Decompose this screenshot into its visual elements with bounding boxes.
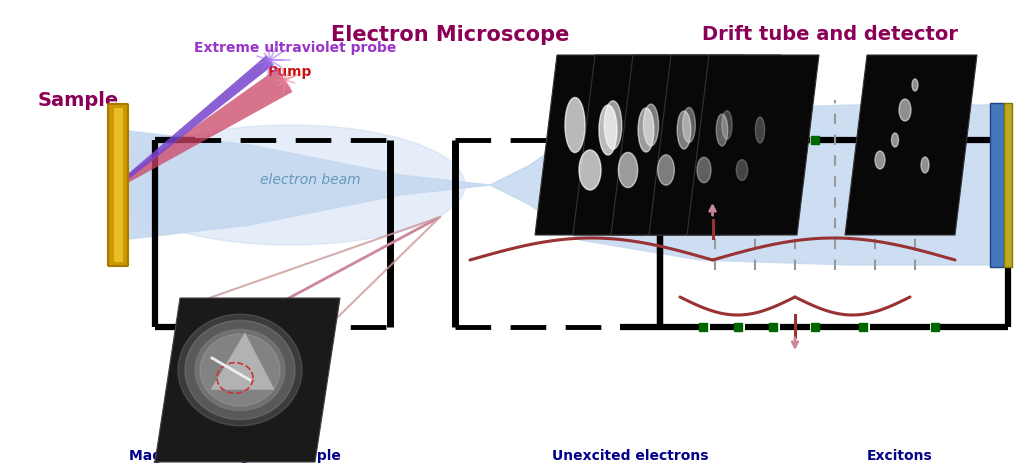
Ellipse shape xyxy=(599,105,617,155)
Ellipse shape xyxy=(200,334,280,406)
Bar xyxy=(1004,103,1012,267)
Text: Extreme ultraviolet probe: Extreme ultraviolet probe xyxy=(194,41,396,55)
Ellipse shape xyxy=(185,321,295,419)
Text: Pump: Pump xyxy=(268,65,312,79)
Ellipse shape xyxy=(657,155,675,185)
Ellipse shape xyxy=(178,314,302,426)
Polygon shape xyxy=(120,130,490,240)
Ellipse shape xyxy=(921,157,929,173)
Ellipse shape xyxy=(892,133,898,147)
Ellipse shape xyxy=(697,157,711,183)
Ellipse shape xyxy=(874,151,885,169)
Polygon shape xyxy=(117,56,273,187)
Ellipse shape xyxy=(115,125,465,245)
Ellipse shape xyxy=(565,97,585,152)
FancyBboxPatch shape xyxy=(114,108,123,262)
Polygon shape xyxy=(117,68,293,188)
Ellipse shape xyxy=(736,160,748,180)
Ellipse shape xyxy=(756,117,765,143)
Polygon shape xyxy=(611,55,743,235)
Ellipse shape xyxy=(677,111,691,149)
Text: electron beam: electron beam xyxy=(260,173,360,187)
Text: Magnified image of sample: Magnified image of sample xyxy=(129,449,341,463)
Polygon shape xyxy=(535,55,667,235)
Ellipse shape xyxy=(579,150,601,190)
Ellipse shape xyxy=(618,152,638,188)
Text: Electron Microscope: Electron Microscope xyxy=(331,25,569,45)
Ellipse shape xyxy=(683,107,695,142)
Ellipse shape xyxy=(722,111,732,139)
Polygon shape xyxy=(490,105,1005,265)
Polygon shape xyxy=(210,332,275,390)
Ellipse shape xyxy=(638,108,654,152)
Ellipse shape xyxy=(604,101,622,149)
Polygon shape xyxy=(687,55,819,235)
Polygon shape xyxy=(845,55,977,235)
Polygon shape xyxy=(155,298,340,462)
Ellipse shape xyxy=(195,330,285,410)
FancyBboxPatch shape xyxy=(108,104,128,266)
Bar xyxy=(990,103,1004,267)
Text: Drift tube and detector: Drift tube and detector xyxy=(702,26,958,45)
Polygon shape xyxy=(649,55,781,235)
Text: Unexcited electrons: Unexcited electrons xyxy=(552,449,709,463)
Polygon shape xyxy=(573,55,705,235)
Ellipse shape xyxy=(716,114,728,146)
Ellipse shape xyxy=(643,104,658,146)
Text: Sample: Sample xyxy=(37,91,119,110)
Text: Excitons: Excitons xyxy=(867,449,933,463)
Ellipse shape xyxy=(912,79,918,91)
Ellipse shape xyxy=(899,99,911,121)
